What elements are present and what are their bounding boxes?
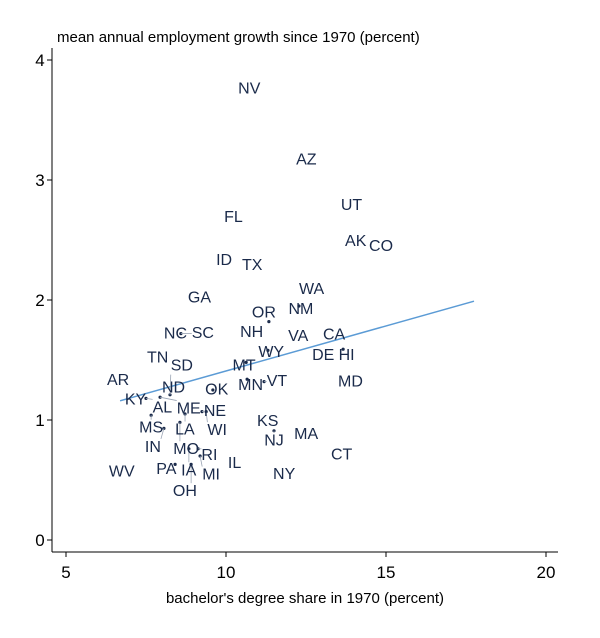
x-tick-label: 10 bbox=[217, 563, 236, 582]
point-label-mi: MI bbox=[202, 467, 220, 484]
point-label-me: ME bbox=[177, 401, 201, 418]
point-label-mt: MT bbox=[232, 357, 255, 374]
leader-line-sd bbox=[169, 374, 172, 395]
point-label-nd: ND bbox=[162, 379, 185, 396]
y-tick-label: 3 bbox=[35, 171, 44, 190]
point-marker-mi bbox=[198, 454, 202, 458]
point-label-pa: PA bbox=[156, 461, 176, 478]
point-label-nm: NM bbox=[289, 301, 314, 318]
leader-line-mi bbox=[199, 455, 203, 467]
point-label-va: VA bbox=[288, 328, 308, 345]
x-tick-label: 5 bbox=[61, 563, 70, 582]
y-tick-label: 2 bbox=[35, 291, 44, 310]
point-marker-pa bbox=[173, 462, 177, 466]
point-label-ca: CA bbox=[323, 327, 346, 344]
point-marker-mn bbox=[245, 377, 249, 381]
point-label-sd: SD bbox=[171, 358, 193, 375]
point-label-ok: OK bbox=[205, 382, 228, 399]
x-tick-label: 15 bbox=[377, 563, 396, 582]
point-label-fl: FL bbox=[224, 209, 243, 226]
point-label-nh: NH bbox=[240, 324, 263, 341]
chart-title: mean annual employment growth since 1970… bbox=[57, 29, 420, 46]
leader-line-me bbox=[160, 396, 177, 401]
point-label-al: AL bbox=[153, 399, 173, 416]
point-label-vt: VT bbox=[267, 373, 288, 390]
x-tick-label: 20 bbox=[537, 563, 556, 582]
point-label-il: IL bbox=[228, 455, 241, 472]
point-marker-ok bbox=[211, 388, 215, 392]
point-label-ma: MA bbox=[294, 426, 318, 443]
point-label-la: LA bbox=[175, 422, 195, 439]
point-label-id: ID bbox=[216, 252, 232, 269]
point-label-ne: NE bbox=[204, 403, 226, 420]
point-label-in: IN bbox=[145, 439, 161, 456]
point-label-sc: SC bbox=[192, 325, 214, 342]
point-label-oh: OH bbox=[173, 483, 197, 500]
point-marker-mt bbox=[244, 360, 248, 364]
point-label-tn: TN bbox=[147, 349, 168, 366]
fit-line bbox=[119, 300, 475, 402]
point-label-ms: MS bbox=[139, 420, 163, 437]
point-label-ak: AK bbox=[345, 233, 367, 250]
point-label-ia: IA bbox=[181, 462, 196, 479]
y-tick-label: 1 bbox=[35, 411, 44, 430]
point-label-nv: NV bbox=[238, 81, 261, 98]
point-label-ri: RI bbox=[201, 447, 217, 464]
point-marker-me bbox=[158, 395, 162, 399]
point-label-mn: MN bbox=[238, 377, 263, 394]
x-axis-label: bachelor's degree share in 1970 (percent… bbox=[166, 590, 444, 607]
point-label-ga: GA bbox=[188, 289, 211, 306]
point-label-wy: WY bbox=[258, 344, 284, 361]
point-label-wv: WV bbox=[109, 463, 135, 480]
point-label-co: CO bbox=[369, 238, 393, 255]
y-tick-label: 0 bbox=[35, 531, 44, 550]
point-label-ny: NY bbox=[273, 466, 296, 483]
point-label-az: AZ bbox=[296, 151, 317, 168]
leader-line-wi bbox=[205, 411, 208, 423]
point-label-de: DE bbox=[312, 347, 334, 364]
y-tick-label: 4 bbox=[35, 51, 44, 70]
point-label-or: OR bbox=[252, 304, 276, 321]
point-marker-nm bbox=[297, 304, 301, 308]
point-label-ar: AR bbox=[107, 372, 129, 389]
point-label-wa: WA bbox=[299, 281, 325, 298]
point-label-tx: TX bbox=[242, 257, 263, 274]
point-label-md: MD bbox=[338, 373, 363, 390]
point-label-hi: HI bbox=[339, 347, 355, 364]
leader-line-in bbox=[160, 428, 165, 440]
point-label-nc: NC bbox=[164, 325, 187, 342]
point-label-ut: UT bbox=[341, 197, 363, 214]
point-marker-wy bbox=[266, 348, 270, 352]
point-label-wi: WI bbox=[207, 422, 227, 439]
point-label-ky: KY bbox=[125, 391, 147, 408]
point-label-ct: CT bbox=[331, 447, 353, 464]
point-label-nj: NJ bbox=[264, 432, 284, 449]
leader-line-al bbox=[145, 398, 153, 400]
point-label-ks: KS bbox=[257, 413, 278, 430]
point-label-mo: MO bbox=[173, 441, 199, 458]
point-marker-hi bbox=[341, 347, 345, 351]
